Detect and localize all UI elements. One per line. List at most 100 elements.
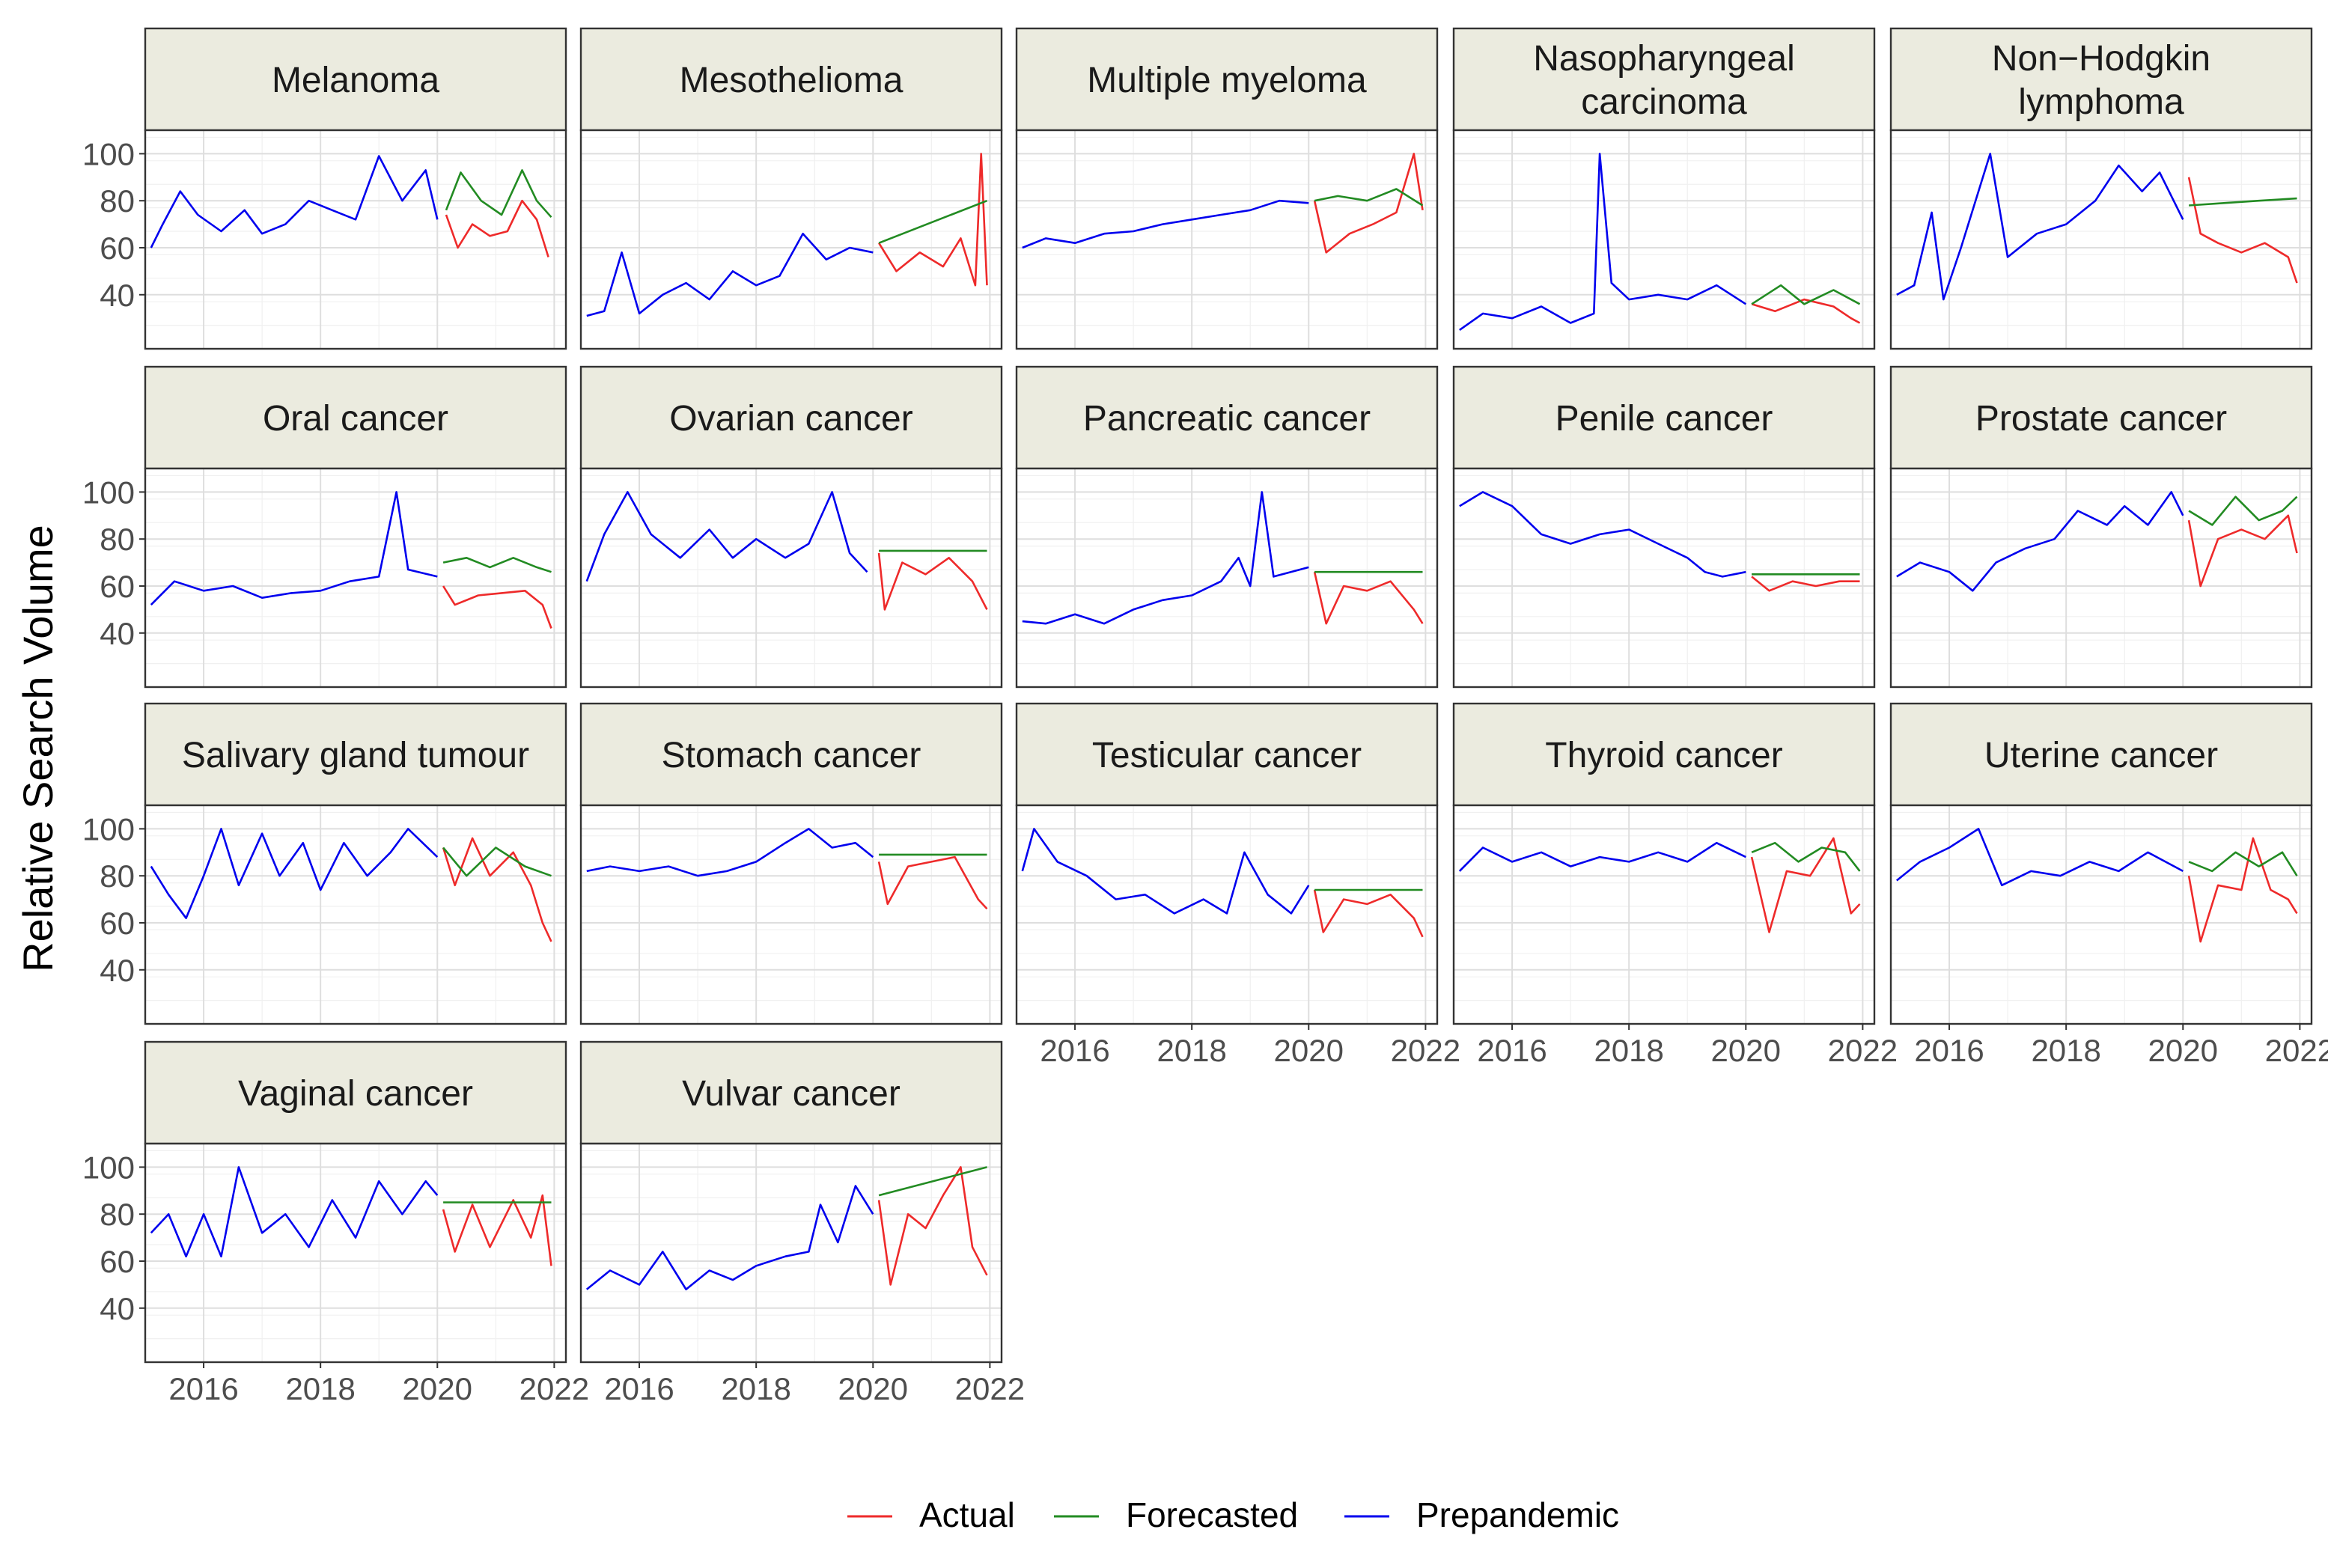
panel-title: Mesothelioma xyxy=(680,61,904,100)
panel-title: Testicular cancer xyxy=(1092,736,1362,775)
y-tick-label: 100 xyxy=(82,136,135,171)
forecast-line xyxy=(442,556,552,573)
actual-line xyxy=(1313,153,1424,254)
plot-area xyxy=(581,1144,1002,1362)
forecast-line xyxy=(1751,841,1861,872)
plot-area xyxy=(1891,805,2312,1024)
x-tick-label: 2016 xyxy=(168,1371,238,1406)
panel-thyroid-cancer: Thyroid cancer 2016 2018 2020 2022 xyxy=(1452,702,1898,1068)
strip-oral-cancer xyxy=(144,365,567,470)
y-tick-label: 100 xyxy=(82,1150,135,1185)
plot-area xyxy=(581,130,1002,349)
strip-penile-cancer xyxy=(1452,365,1876,470)
prepandemic-line xyxy=(585,1185,874,1290)
panel-title: Vaginal cancer xyxy=(238,1074,473,1114)
x-tick-label: 2018 xyxy=(285,1371,355,1406)
plot-area xyxy=(1017,805,1437,1024)
strip-vaginal-cancer xyxy=(144,1040,567,1145)
x-tick-label: 2022 xyxy=(1391,1033,1460,1068)
y-tick-label: 60 xyxy=(100,231,135,266)
actual-line xyxy=(877,855,988,910)
plot-area xyxy=(1891,469,2312,687)
legend-label-forecasted: Forecasted xyxy=(1126,1495,1298,1534)
x-tick-label: 2020 xyxy=(2148,1033,2218,1068)
panel-border xyxy=(1015,804,1439,1025)
panel-border xyxy=(144,804,567,1025)
y-axis-label: Relative Search Volume xyxy=(14,525,61,972)
actual-line xyxy=(877,552,988,611)
panel-title: Pancreatic cancer xyxy=(1083,399,1371,439)
strip-multiple-myeloma xyxy=(1015,27,1439,132)
x-tick-label: 2020 xyxy=(1711,1033,1781,1068)
prepandemic-line xyxy=(1896,491,2184,592)
panel-title: Stomach cancer xyxy=(662,736,921,775)
panel-salivary-gland-tumour: Salivary gland tumour 40 60 80 100 xyxy=(82,702,567,1025)
panel-title: Thyroid cancer xyxy=(1545,736,1782,775)
forecast-line xyxy=(2188,495,2298,526)
panel-title: Ovarian cancer xyxy=(669,399,912,439)
y-tick-label: 80 xyxy=(100,1197,135,1232)
forecast-line xyxy=(878,199,987,244)
actual-line xyxy=(2187,177,2298,284)
prepandemic-line xyxy=(1459,153,1747,331)
plot-area xyxy=(145,1144,566,1362)
x-tick-label: 2022 xyxy=(519,1371,589,1406)
panel-ovarian-cancer: Ovarian cancer xyxy=(579,365,1003,689)
actual-line xyxy=(1750,837,1861,933)
x-tick-label: 2022 xyxy=(955,1371,1025,1406)
panel-border xyxy=(579,129,1003,350)
x-tick-label: 2018 xyxy=(721,1371,790,1406)
y-tick-label: 40 xyxy=(100,1291,135,1326)
strip-melanoma xyxy=(144,27,567,132)
actual-line xyxy=(2187,837,2298,943)
panel-border xyxy=(579,1142,1003,1364)
plot-area xyxy=(1454,469,1874,687)
prepandemic-line xyxy=(1459,491,1746,578)
panel-border xyxy=(579,467,1003,689)
panel-penile-cancer: Penile cancer xyxy=(1452,365,1876,689)
plot-area xyxy=(145,130,566,349)
panel-prostate-cancer: Prostate cancer xyxy=(1889,365,2313,689)
actual-line xyxy=(442,837,552,942)
x-tick-label: 2016 xyxy=(1040,1033,1109,1068)
y-tick-label: 60 xyxy=(100,1244,135,1279)
panel-title: Uterine cancer xyxy=(1984,736,2218,775)
actual-line xyxy=(1751,298,1861,324)
plot-area xyxy=(1454,805,1874,1024)
strip-prostate-cancer xyxy=(1889,365,2313,470)
x-tick-label: 2018 xyxy=(1594,1033,1663,1068)
actual-line xyxy=(1313,889,1424,938)
plot-area xyxy=(1017,469,1437,687)
prepandemic-line xyxy=(1895,828,2184,887)
panel-border xyxy=(1452,804,1876,1025)
panel-testicular-cancer: Testicular cancer 2016 2018 2020 2022 xyxy=(1015,702,1460,1068)
actual-line xyxy=(442,585,552,629)
strip-salivary-gland-tumour xyxy=(144,702,567,807)
actual-line xyxy=(877,1166,988,1286)
legend: Actual Forecasted Prepandemic xyxy=(847,1495,1619,1534)
y-tick-label: 60 xyxy=(100,906,135,941)
panel-uterine-cancer: Uterine cancer 2016 2018 2020 2022 xyxy=(1889,702,2328,1068)
y-tick-label: 100 xyxy=(82,475,135,510)
panel-border xyxy=(1452,129,1876,350)
strip-nasopharyngeal-carcinoma xyxy=(1452,27,1876,132)
panel-border xyxy=(1889,804,2313,1025)
x-tick-label: 2018 xyxy=(1157,1033,1226,1068)
y-tick-label: 80 xyxy=(100,522,135,557)
panel-vaginal-cancer: Vaginal cancer 40 60 80 100 2016 2018 2020 2022 xyxy=(82,1040,589,1406)
panel-border xyxy=(1015,129,1439,350)
y-tick-label: 80 xyxy=(100,858,135,894)
panel-oral-cancer: Oral cancer 40 60 80 100 xyxy=(82,365,567,689)
actual-line xyxy=(1751,576,1860,592)
panel-multiple-myeloma: Multiple myeloma xyxy=(1015,27,1439,350)
strip-vulvar-cancer xyxy=(579,1040,1003,1145)
strip-ovarian-cancer xyxy=(579,365,1003,470)
plot-area xyxy=(581,469,1002,687)
panel-title: Prostate cancer xyxy=(1975,399,2227,439)
y-tick-label: 100 xyxy=(82,811,135,846)
panel-border xyxy=(579,804,1003,1025)
